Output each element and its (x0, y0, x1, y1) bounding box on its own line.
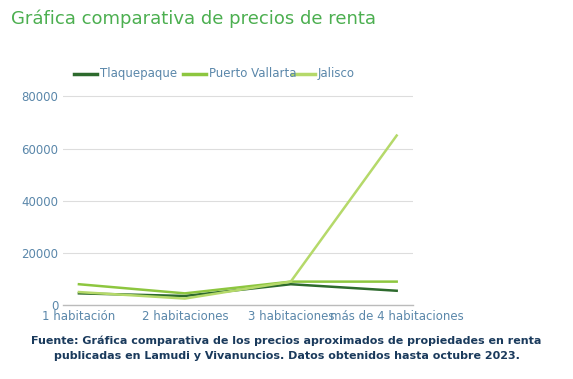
Tlaquepaque (76, 291, 83, 296)
Tlaquepaque (287, 282, 294, 287)
Text: Gráfica comparativa de precios de renta: Gráfica comparativa de precios de renta (11, 9, 376, 28)
Jalisco (393, 133, 400, 138)
Jalisco (182, 296, 189, 301)
Text: DE: DE (517, 26, 527, 31)
Text: Tlaquepaque: Tlaquepaque (100, 67, 178, 80)
Puerto Vallarta (76, 282, 83, 287)
Text: RENTA$: RENTA$ (435, 65, 502, 80)
Jalisco (76, 290, 83, 294)
Line: Jalisco: Jalisco (79, 136, 397, 299)
Line: Tlaquepaque: Tlaquepaque (79, 284, 397, 296)
Puerto Vallarta (287, 279, 294, 284)
Text: Jalisco: Jalisco (318, 67, 355, 80)
Puerto Vallarta (393, 279, 400, 284)
Text: VIVO: VIVO (435, 28, 477, 44)
Tlaquepaque (182, 294, 189, 298)
Text: Puerto Vallarta: Puerto Vallarta (209, 67, 297, 80)
Text: Fuente: Gráfica comparativa de los precios aproximados de propiedades en renta
p: Fuente: Gráfica comparativa de los preci… (32, 336, 541, 361)
Line: Puerto Vallarta: Puerto Vallarta (79, 282, 397, 293)
Jalisco (287, 279, 294, 284)
Text: MIS: MIS (517, 34, 531, 40)
Puerto Vallarta (182, 291, 189, 296)
Tlaquepaque (393, 288, 400, 293)
